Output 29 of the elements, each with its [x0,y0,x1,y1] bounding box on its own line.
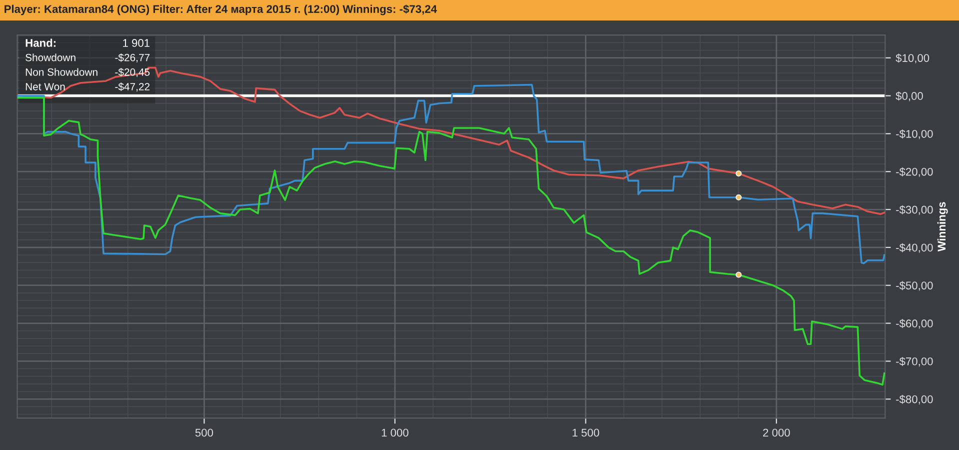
chart-title: Player: Katamaran84 (ONG) Filter: After 24 марта 2015 г. (12:00) Winnings: -$73,24 [4,4,437,16]
y-tick-label: $10,00 [896,54,930,64]
annotation: -$26,77 [115,53,150,62]
y-tick-label: -$60,00 [896,319,933,329]
y-axis-title: Winnings [937,202,948,252]
x-tick-label: 500 [195,428,214,437]
point [736,194,742,200]
y-tick-label: -$10,00 [896,129,933,140]
line-series [17,66,886,215]
x-tick-label: 1 500 [572,428,600,437]
point [736,170,742,177]
x-tick-label: 2 000 [763,428,790,437]
y-tick-label: $0,00 [896,92,923,102]
annotation: -$47,22 [115,82,150,92]
annotation: Non Showdown [26,68,98,76]
annotation: 1 901 [123,39,150,47]
line-series [17,96,886,386]
annotation: Showdown [26,54,76,62]
x-tick-label: 1 000 [382,428,408,437]
y-tick-label: -$70,00 [896,356,933,367]
point [736,272,742,278]
y-tick-label: -$40,00 [896,243,933,253]
y-tick-label: -$30,00 [896,205,933,215]
y-tick-label: -$50,00 [896,281,933,291]
annotation: Net Won [26,83,65,90]
annotation: Hand: [26,38,56,47]
line-series [17,84,886,264]
y-tick-label: -$20,00 [896,167,933,178]
y-tick-label: -$80,00 [896,394,933,405]
